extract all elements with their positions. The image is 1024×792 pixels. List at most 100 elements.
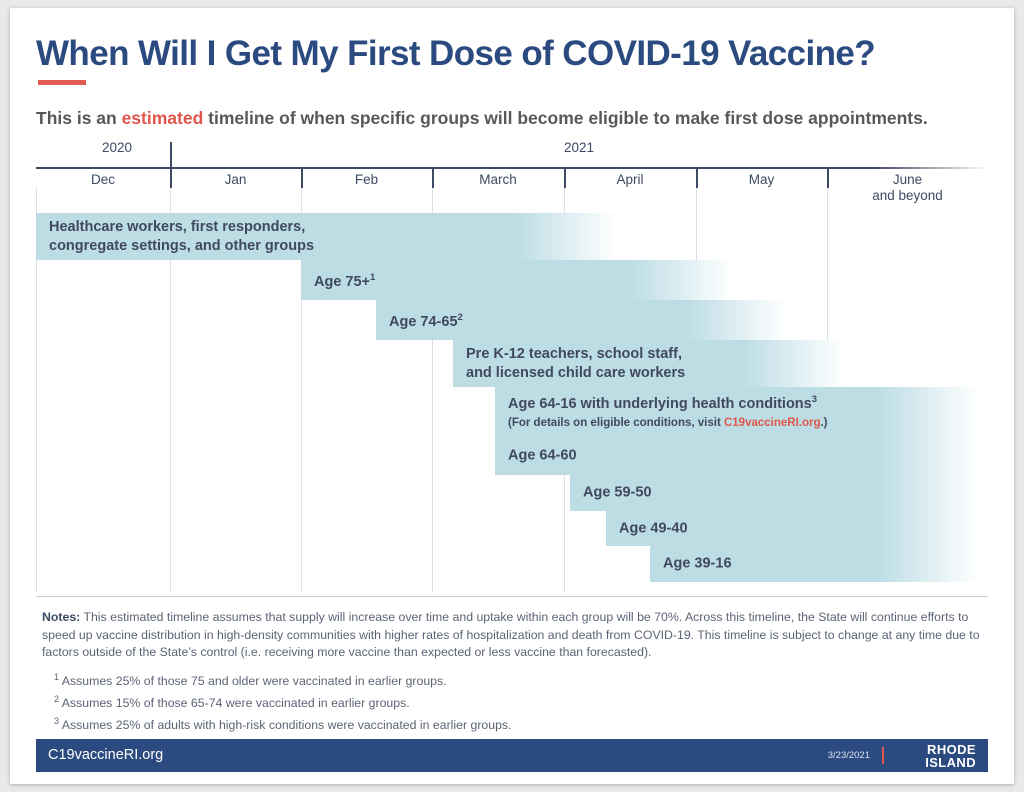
subtitle-pre: This is an [36, 108, 122, 128]
bar-fade-edge [878, 546, 988, 582]
bar-fade-edge [878, 475, 988, 511]
timeline-month-feb: Feb [301, 172, 432, 188]
month-label-text: June [892, 172, 923, 187]
timeline-bar: Pre K-12 teachers, school staff, and lice… [453, 340, 853, 387]
month-gridline [170, 188, 171, 592]
footnote-text: Assumes 15% of those 65-74 were vaccinat… [59, 696, 410, 711]
month-gridline [432, 188, 433, 592]
bar-footnote-marker: 1 [370, 272, 376, 284]
timeline-bar-label: Age 75+1 [314, 268, 375, 292]
title-underline-rule [38, 80, 86, 85]
rhode-island-logo: RHODE ISLAND [925, 742, 976, 770]
timeline-month-dec: Dec [36, 172, 170, 188]
timeline-month-march: March [432, 172, 564, 188]
bar-label-line-1: Age 39-16 [663, 555, 732, 572]
month-sublabel-text: and beyond [872, 188, 943, 203]
notes-paragraph: Notes: This estimated timeline assumes t… [42, 609, 986, 662]
timeline-bar-label: Pre K-12 teachers, school staff, and lice… [466, 345, 685, 383]
timeline-year-2020: 2020 [101, 140, 133, 155]
timeline-axis [36, 167, 988, 169]
timeline-bar-label: Age 64-16 with underlying health conditi… [508, 390, 828, 434]
timeline-month-may: May [696, 172, 827, 188]
bar-label-line-1: Age 64-60 [508, 447, 577, 463]
bar-footnote-marker: 3 [811, 393, 818, 405]
month-label-text: May [748, 172, 775, 187]
bar-label-line-1: Age 64-16 with underlying health conditi… [508, 395, 812, 412]
logo-line-2: ISLAND [925, 754, 976, 770]
timeline-bar-label: Healthcare workers, first responders, con… [49, 218, 314, 256]
page-subtitle: This is an estimated timeline of when sp… [36, 108, 928, 129]
month-label-text: Dec [90, 172, 115, 187]
timeline: 2020 2021 Dec Jan Feb March April May June and b… [36, 140, 988, 592]
month-divider-tick [696, 169, 698, 188]
subtitle-post: timeline of when specific groups will be… [203, 108, 928, 128]
logo-line-1: RHODE [927, 742, 976, 757]
footer-url[interactable]: C19vaccineRI.org [48, 747, 164, 763]
bar-label-line-2: and licensed child care workers [466, 364, 686, 381]
bar-label-link[interactable]: C19vaccineRI.org [723, 417, 821, 430]
footer-date: 3/23/2021 [827, 750, 870, 761]
bar-fade-edge [686, 300, 796, 340]
bar-fade-edge [878, 511, 988, 546]
timeline-bar-label: Age 64-60 [508, 446, 577, 465]
timeline-month-april: April [564, 172, 696, 188]
footnote-text: Assumes 25% of those 75 and older were v… [59, 674, 447, 689]
subtitle-highlight: estimated [121, 108, 204, 128]
timeline-bar-label: Age 59-50 [583, 484, 652, 503]
bar-label-line-2: (For details on eligible conditions, vis… [508, 414, 828, 433]
month-divider-tick [827, 169, 829, 188]
timeline-bar: Healthcare workers, first responders, con… [36, 213, 626, 260]
notes-label: Notes: [42, 610, 81, 624]
timeline-bar: Age 74-652 [376, 300, 796, 340]
month-divider-tick [170, 169, 172, 188]
bar-label-line-1: Age 74-65 [389, 313, 458, 330]
month-divider-tick [301, 169, 303, 188]
timeline-bar: Age 39-16 [650, 546, 988, 582]
timeline-bar: Age 59-50 [570, 475, 988, 511]
year-divider-tick [170, 142, 172, 168]
month-label-text: April [616, 172, 644, 187]
timeline-month-jan: Jan [170, 172, 301, 188]
bar-label-line-1: Pre K-12 teachers, school staff, [466, 345, 682, 362]
notes-divider [36, 596, 988, 597]
bar-label-post-link: .) [820, 417, 828, 430]
bar-fade-edge [631, 260, 741, 300]
infographic-card: When Will I Get My First Dose of COVID-1… [10, 8, 1014, 784]
bar-footnote-marker: 2 [457, 312, 463, 324]
footnote-marker: 3 [54, 716, 60, 726]
page-title: When Will I Get My First Dose of COVID-1… [36, 34, 876, 73]
month-gridline [301, 188, 302, 592]
bar-label-line-1: Healthcare workers, first responders, [49, 218, 306, 235]
footnote-marker: 1 [54, 672, 60, 682]
footer-separator [882, 747, 884, 764]
footnote-item: 1 Assumes 25% of those 75 and older were… [54, 669, 447, 690]
bar-fade-edge [878, 387, 988, 436]
month-label-text: Feb [354, 172, 379, 187]
timeline-bar: Age 49-40 [606, 511, 988, 546]
timeline-bar: Age 64-60 [495, 436, 988, 475]
bar-label-line-1: Age 75+ [314, 273, 371, 290]
month-divider-tick [564, 169, 566, 188]
timeline-bar-label: Age 49-40 [619, 519, 688, 538]
bar-fade-edge [878, 436, 988, 475]
month-label-text: March [479, 172, 517, 187]
bar-label-pre-link: (For details on eligible conditions, vis… [508, 417, 724, 430]
month-gridline [36, 188, 37, 592]
timeline-bar-label: Age 74-652 [389, 308, 463, 332]
footnote-item: 3 Assumes 25% of adults with high-risk c… [54, 713, 512, 734]
notes-body: This estimated timeline assumes that sup… [42, 610, 980, 659]
month-label-text: Jan [224, 172, 247, 187]
bar-label-line-2: congregate settings, and other groups [49, 237, 315, 254]
footnote-marker: 2 [54, 694, 60, 704]
footer-bar: C19vaccineRI.org 3/23/2021 RHODE ISLAND [36, 739, 988, 772]
timeline-bar: Age 75+1 [301, 260, 741, 300]
bar-fade-edge [743, 340, 853, 387]
timeline-month-june: June and beyond [827, 172, 988, 204]
bar-label-line-1: Age 49-40 [619, 520, 688, 536]
timeline-bar-label: Age 39-16 [663, 555, 732, 574]
timeline-year-2021: 2021 [563, 140, 595, 155]
bar-fade-edge [516, 213, 626, 260]
bar-label-line-1: Age 59-50 [583, 484, 652, 501]
month-divider-tick [432, 169, 434, 188]
footnote-item: 2 Assumes 15% of those 65-74 were vaccin… [54, 691, 410, 712]
